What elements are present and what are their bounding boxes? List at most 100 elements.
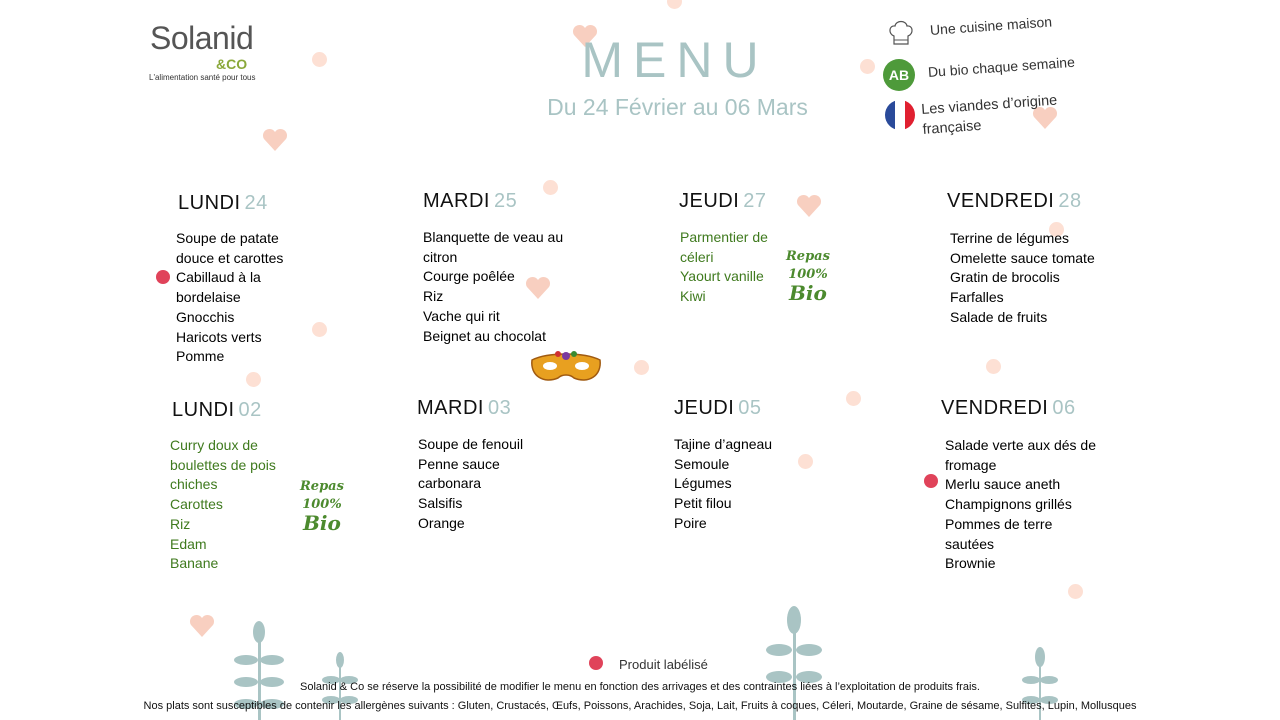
heart-decoration — [262, 128, 288, 151]
logo-tagline: L'alimentation santé pour tous — [149, 73, 256, 82]
dish: Pommes de terre sautées — [945, 515, 1053, 552]
dish: Carottes — [170, 496, 223, 513]
ab-bio-icon: AB — [883, 59, 915, 91]
day-number: 06 — [1052, 397, 1076, 419]
dish: Semoule — [674, 455, 730, 472]
logo: Solanid — [150, 20, 254, 56]
badge-line: Repas — [300, 479, 344, 494]
carnival-mask-icon — [531, 351, 601, 381]
day-name: MARDI — [423, 190, 490, 212]
day-number: 25 — [493, 190, 518, 212]
badge-line: Repas — [786, 249, 830, 264]
dot-decoration — [543, 180, 558, 195]
day-heading: VENDREDI 06 — [941, 397, 1076, 420]
day-name: JEUDI — [679, 190, 740, 212]
dish: Brownie — [945, 555, 996, 572]
dot-decoration — [798, 454, 813, 469]
day-number: 02 — [238, 399, 262, 421]
dish: Riz — [423, 288, 444, 305]
dish: Salade verte aux dés de fromage — [945, 437, 1096, 473]
dish: Salsifis — [418, 495, 463, 512]
dish-list: Terrine de légumes Omelette sauce tomate… — [950, 229, 1120, 328]
dish: Poire — [674, 514, 707, 531]
dish-list: Tajine d’agneau Semoule Légumes Petit fi… — [674, 435, 824, 534]
heart-decoration — [572, 24, 598, 47]
day-name: LUNDI — [178, 192, 241, 214]
dish: Riz — [170, 515, 191, 532]
dot-decoration — [312, 52, 327, 67]
day-number: 27 — [743, 190, 767, 212]
date-range: Du 24 Février au 06 Mars — [547, 94, 808, 120]
dish: Gnocchis — [176, 308, 235, 325]
label-ribbon-icon — [924, 474, 938, 488]
logo-co: &CO — [216, 56, 248, 72]
badge-line: Bio — [789, 281, 827, 305]
dish: Merlu sauce aneth — [945, 476, 1061, 493]
dish: Terrine de légumes — [950, 230, 1070, 246]
dish: Curry doux de boulettes de pois chiches — [170, 437, 276, 493]
dot-decoration — [846, 391, 861, 406]
heart-decoration — [525, 276, 551, 299]
dish: Yaourt vanille — [680, 268, 764, 285]
dish: Vache qui rit — [423, 307, 500, 324]
day-heading: JEUDI 05 — [674, 397, 762, 420]
dish: Banane — [170, 555, 219, 572]
dish: Soupe de fenouil — [418, 436, 524, 452]
dish: Champignons grillés — [945, 496, 1072, 513]
dish: Petit filou — [674, 495, 732, 512]
dish: Courge poêlée — [423, 268, 515, 285]
day-number: 05 — [738, 397, 762, 419]
dish: Beignet au chocolat — [423, 327, 546, 344]
plant-decoration — [234, 621, 284, 720]
day-heading: VENDREDI 28 — [947, 190, 1082, 213]
badge-line: Bio — [303, 511, 341, 535]
day-heading: LUNDI 02 — [172, 399, 262, 422]
bio-badge: Repas 100% Bio — [300, 478, 344, 535]
dot-decoration — [246, 372, 261, 387]
page-title: MENU — [581, 32, 769, 88]
dot-decoration — [667, 0, 682, 9]
footer-notice: Solanid & Co se réserve la possibilité d… — [300, 681, 980, 693]
bio-badge: Repas 100% Bio — [786, 248, 830, 305]
day-heading: LUNDI 24 — [178, 192, 268, 215]
dish: Orange — [418, 514, 465, 531]
dot-decoration — [860, 59, 875, 74]
dish: Salade de fruits — [950, 308, 1048, 325]
day-number: 03 — [487, 397, 512, 419]
day-name: LUNDI — [172, 399, 235, 421]
badge-line: 100% — [302, 497, 342, 512]
day-heading: MARDI 25 — [423, 190, 517, 213]
dish-list: Blanquette de veau au citron Courge poêl… — [423, 228, 583, 346]
dish: Haricots verts — [176, 328, 262, 345]
dish: Edam — [170, 535, 207, 552]
plant-decoration — [1022, 647, 1058, 720]
label-ribbon-icon — [589, 656, 603, 670]
dish: Penne sauce carbonara — [418, 455, 500, 492]
dish: Parmentier de céleri — [680, 229, 768, 265]
footer-allergens: Nos plats sont susceptibles de contenir … — [143, 700, 1137, 712]
day-heading: MARDI 03 — [417, 397, 511, 420]
day-name: MARDI — [417, 397, 484, 419]
dish: Cabillaud à la bordelaise — [176, 269, 261, 306]
dish: Omelette sauce tomate — [950, 249, 1095, 266]
label-ribbon-icon — [156, 270, 170, 284]
day-number: 24 — [244, 192, 268, 214]
feature-item: Une cuisine maison — [929, 13, 1053, 38]
dish: Légumes — [674, 475, 732, 492]
dish: Blanquette de veau au citron — [423, 229, 564, 265]
chef-hat-icon — [889, 20, 913, 45]
dish: Farfalles — [950, 289, 1004, 306]
heart-decoration — [189, 614, 215, 637]
dot-decoration — [634, 360, 649, 375]
day-heading: JEUDI 27 — [679, 190, 767, 213]
feature-item: Du bio chaque semaine — [927, 53, 1076, 80]
dot-decoration — [986, 359, 1001, 374]
heart-decoration — [796, 194, 822, 217]
dish-list: Soupe de fenouil Penne sauce carbonara S… — [418, 435, 538, 534]
day-name: VENDREDI — [947, 190, 1055, 212]
dish: Gratin de brocolis — [950, 269, 1060, 286]
french-flag-icon — [885, 100, 915, 130]
plant-decoration — [766, 606, 822, 720]
dish-list: Parmentier de céleri Yaourt vanille Kiwi — [680, 228, 780, 307]
day-number: 28 — [1058, 190, 1082, 212]
